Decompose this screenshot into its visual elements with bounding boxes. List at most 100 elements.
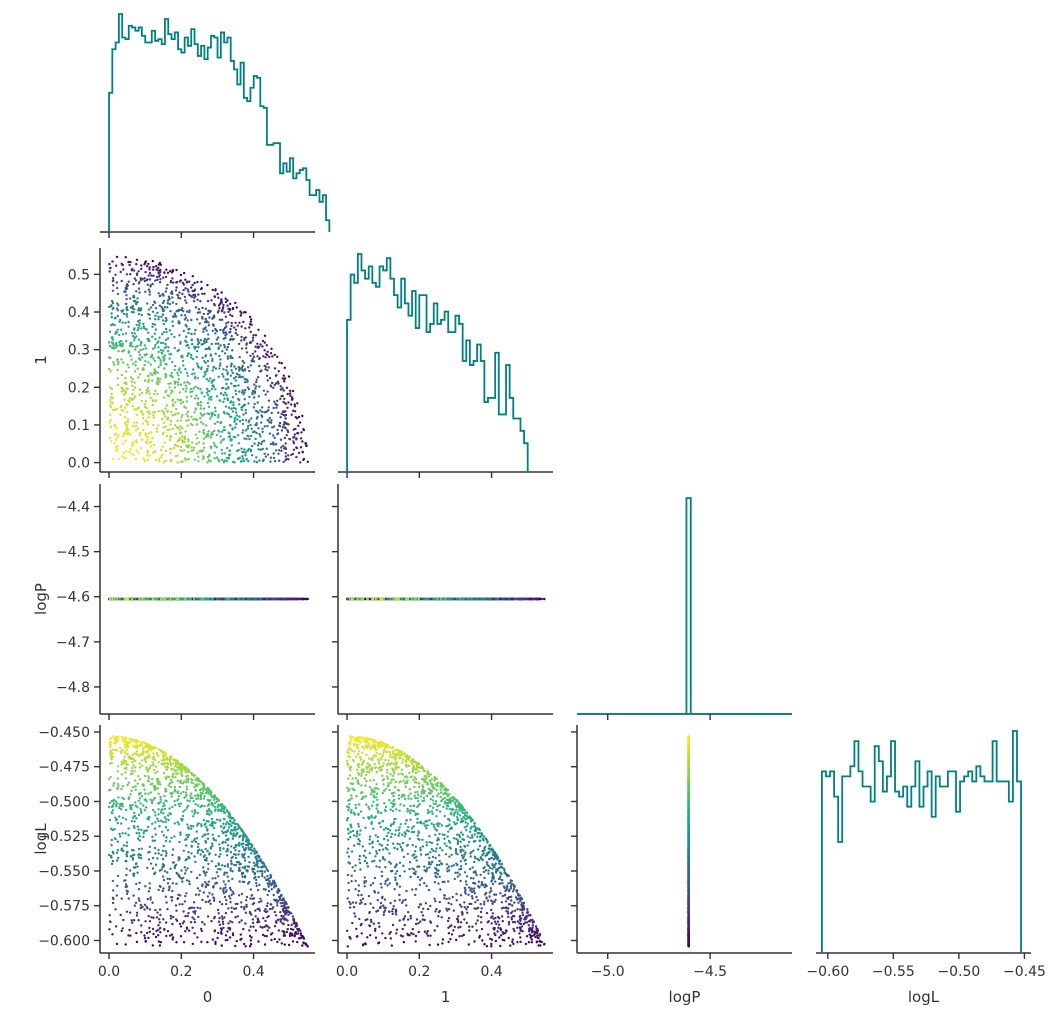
scatter-point [136, 320, 140, 323]
scatter-point [280, 449, 283, 452]
scatter-point [207, 459, 211, 462]
scatter-point [148, 317, 152, 320]
scatter-point [162, 349, 165, 352]
scatter-point [109, 266, 112, 270]
scatter-point [168, 438, 172, 442]
scatter-point [238, 420, 242, 423]
scatter-point [248, 326, 251, 329]
scatter-point [137, 270, 140, 273]
scatter-point [202, 442, 205, 445]
scatter-point [233, 416, 237, 419]
scatter-point [293, 433, 296, 436]
scatter-point [143, 353, 146, 357]
scatter-point [255, 422, 258, 425]
scatter-point [247, 460, 250, 463]
scatter-point [149, 363, 152, 366]
scatter-point [110, 315, 114, 319]
scatter-point [158, 380, 161, 383]
scatter-point [121, 333, 125, 336]
scatter-point [279, 388, 283, 391]
scatter-point [214, 332, 217, 335]
scatter-point [225, 348, 229, 351]
scatter-point [159, 278, 162, 281]
scatter-point [240, 347, 244, 350]
scatter-point [287, 401, 290, 404]
scatter-point [116, 328, 119, 331]
scatter-point [145, 353, 148, 356]
scatter-point [244, 411, 248, 415]
scatter-point [252, 334, 255, 337]
scatter-point [140, 313, 143, 317]
scatter-point [179, 402, 183, 405]
scatter-point [194, 385, 197, 388]
scatter-point [299, 461, 302, 464]
scatter-point [125, 298, 128, 301]
scatter-point [280, 429, 284, 432]
scatter-point [130, 397, 133, 400]
scatter-point [227, 597, 230, 601]
scatter-point [274, 382, 278, 385]
scatter-point [147, 361, 150, 364]
scatter-point [154, 597, 157, 601]
scatter-point [266, 362, 269, 366]
scatter-point [124, 450, 128, 453]
scatter-point [157, 266, 160, 269]
scatter-point [132, 282, 135, 286]
scatter-point [108, 330, 112, 333]
scatter-point [136, 328, 139, 332]
scatter-point [128, 450, 131, 454]
scatter-point [109, 413, 112, 417]
scatter-point [147, 416, 150, 419]
scatter-point [150, 353, 154, 356]
scatter-point [295, 446, 299, 450]
scatter-point [120, 390, 123, 393]
scatter-point [130, 331, 134, 335]
scatter-point [142, 325, 145, 328]
scatter-point [249, 364, 252, 367]
scatter-point [542, 597, 546, 601]
scatter-point [147, 312, 150, 316]
scatter-point [245, 458, 248, 461]
scatter-point [178, 334, 181, 337]
scatter-point [256, 401, 259, 404]
scatter-point [162, 411, 166, 414]
scatter-point [116, 292, 120, 296]
scatter-point [211, 359, 214, 363]
scatter-point [294, 427, 297, 431]
scatter-point [171, 428, 175, 431]
scatter-point [159, 268, 162, 272]
scatter-point [255, 385, 258, 388]
scatter-point [241, 405, 245, 408]
scatter-point [215, 433, 219, 437]
scatter-point [185, 344, 188, 347]
scatter-point [129, 448, 132, 451]
scatter-point [255, 380, 258, 384]
scatter-point [124, 332, 128, 335]
scatter-point [146, 442, 149, 445]
scatter-point [196, 298, 199, 301]
scatter-point [155, 430, 159, 433]
scatter-point [244, 380, 247, 384]
scatter-point [164, 449, 168, 453]
scatter-point [238, 355, 241, 359]
scatter-point [147, 331, 150, 334]
scatter-point [126, 418, 130, 421]
scatter-point [200, 343, 203, 346]
scatter-point [306, 460, 309, 463]
scatter-point [175, 426, 179, 429]
scatter-point [225, 393, 228, 397]
scatter-point [204, 373, 207, 376]
scatter-point [248, 437, 251, 441]
y-tick-label: −4.5 [56, 545, 90, 561]
scatter-point [232, 384, 236, 388]
scatter-point [259, 435, 262, 438]
scatter-point [164, 275, 168, 279]
scatter-point [161, 333, 164, 336]
scatter-point [249, 320, 252, 323]
scatter-point [179, 449, 182, 452]
scatter-point [147, 378, 151, 381]
scatter-point [162, 299, 166, 303]
scatter-point [197, 460, 200, 463]
scatter-point [213, 422, 217, 425]
scatter-point [258, 385, 261, 388]
